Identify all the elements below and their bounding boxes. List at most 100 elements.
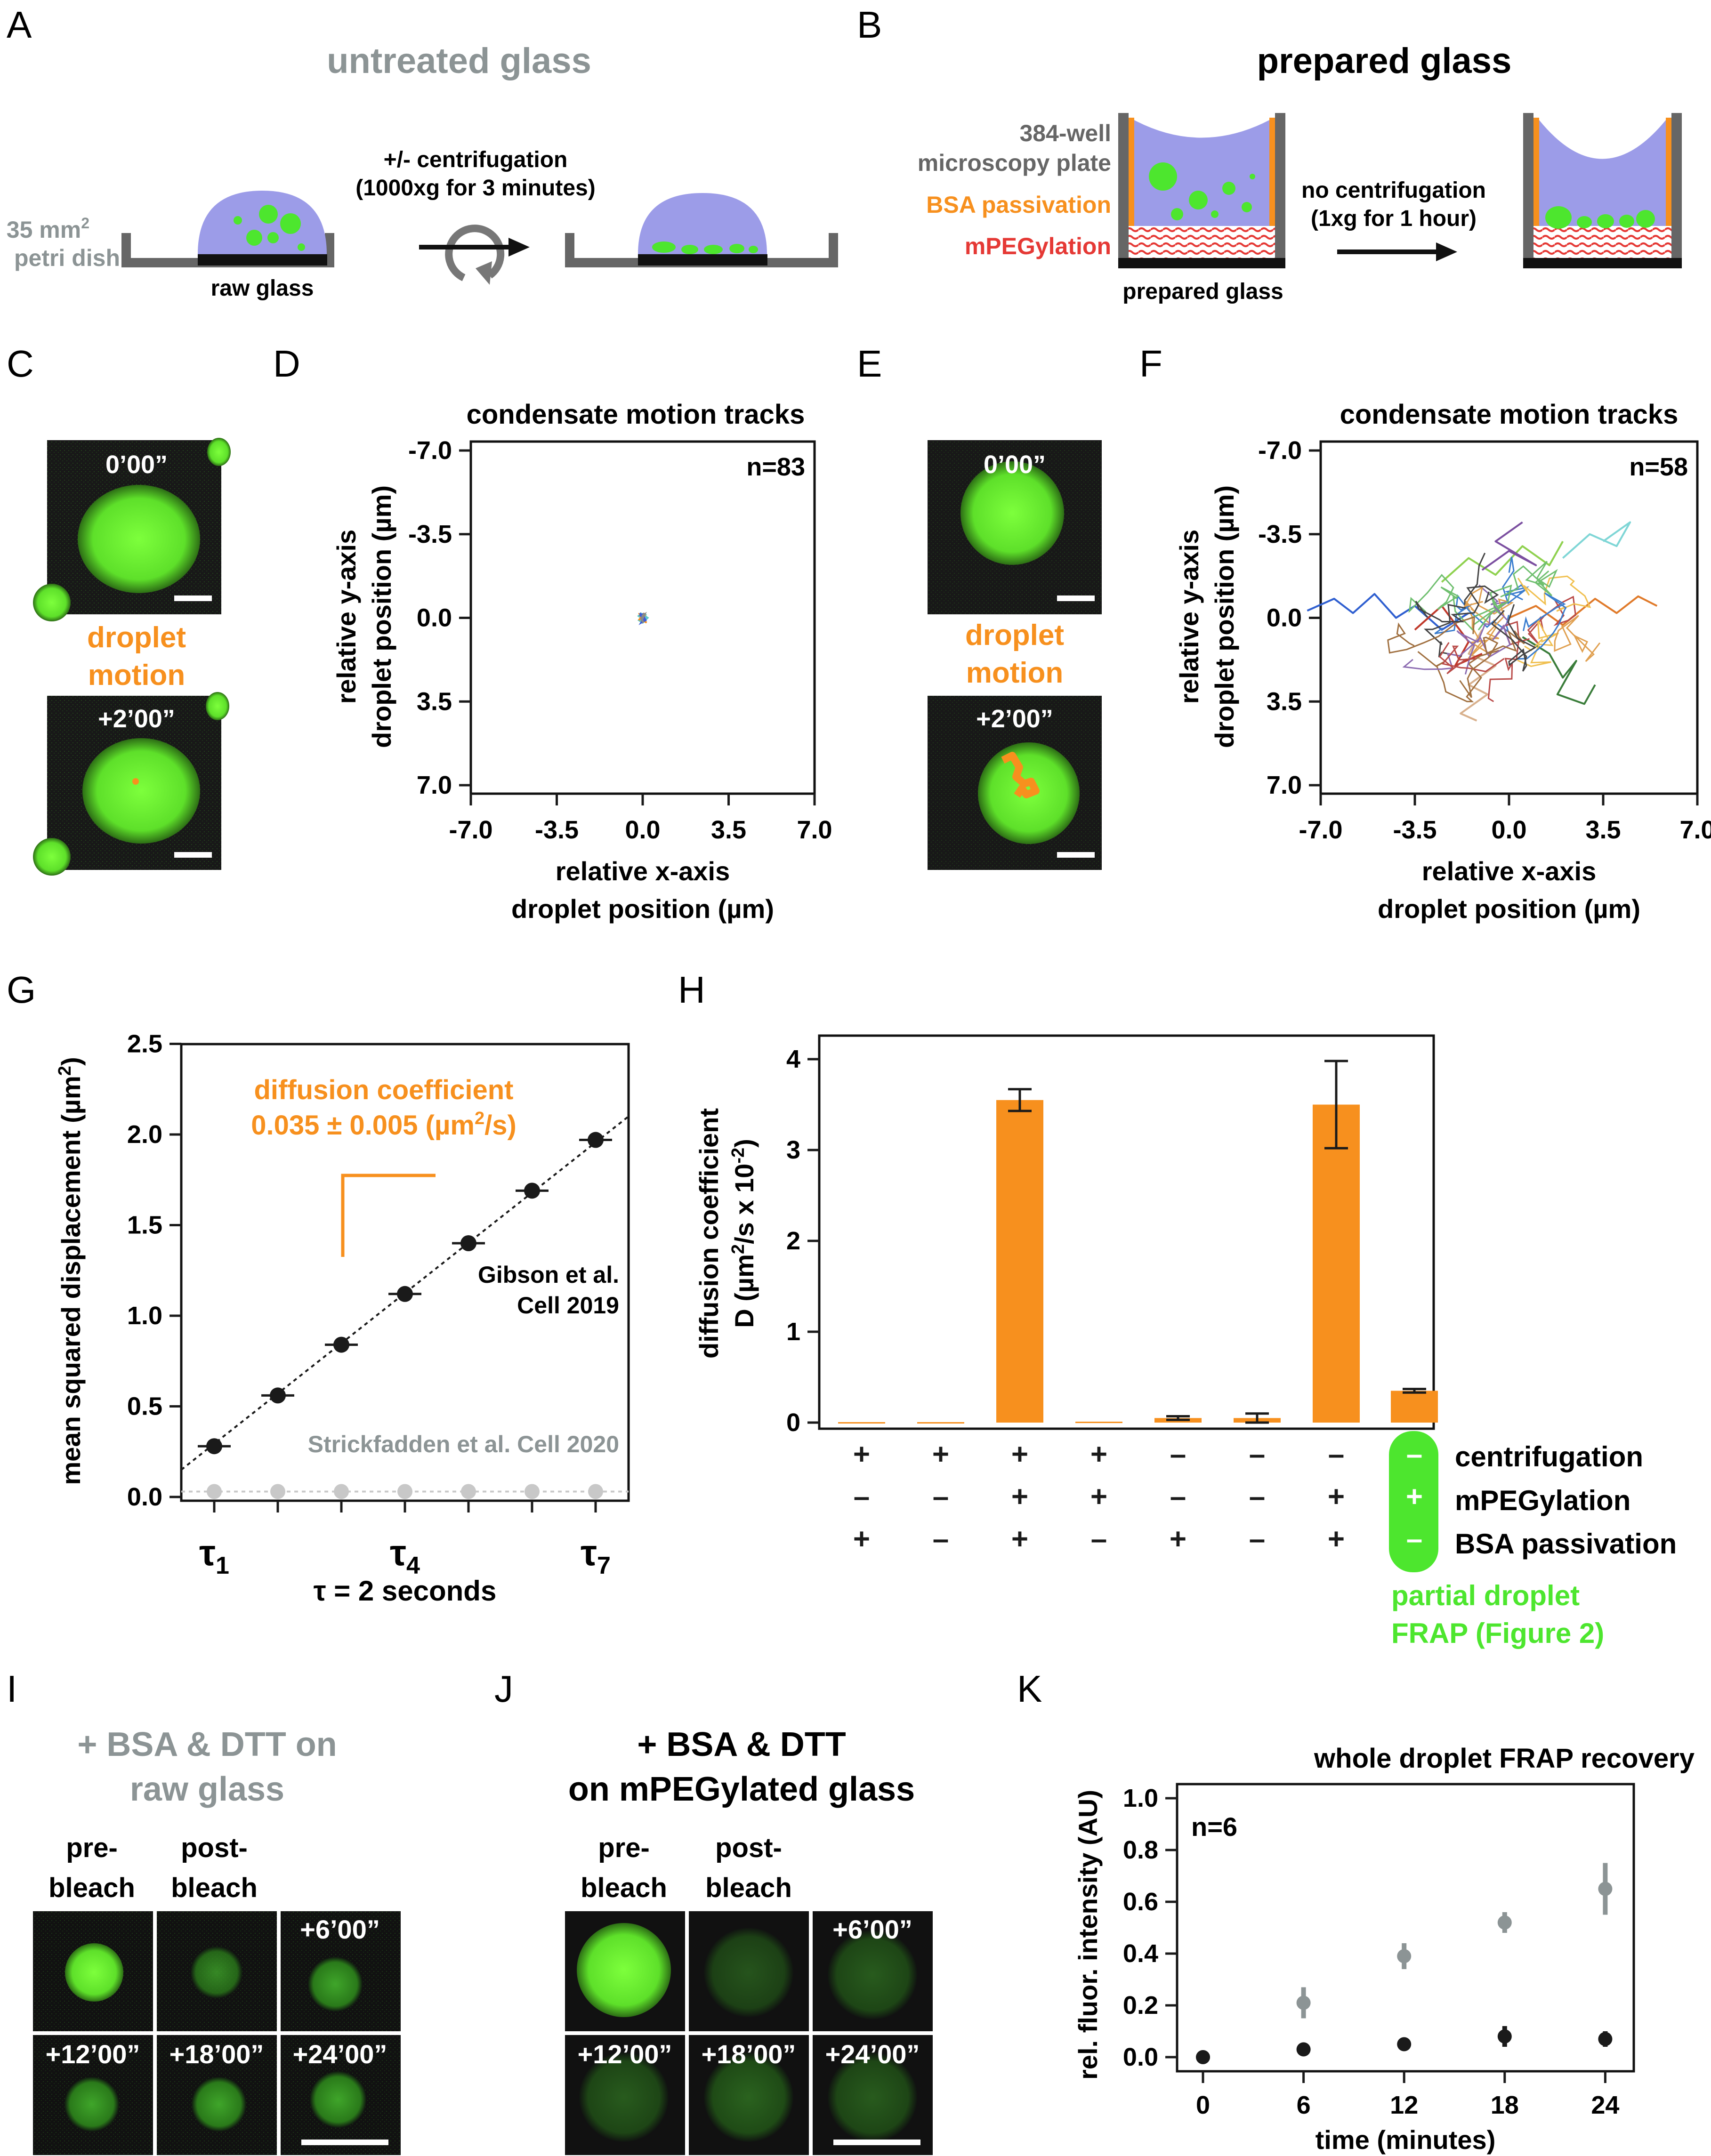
y-tick-label-3: 3 bbox=[786, 1136, 800, 1164]
scale-bar-i bbox=[301, 2140, 388, 2145]
sign-3-0: + bbox=[1090, 1438, 1107, 1471]
xlabel-k: time (minutes) bbox=[1316, 2125, 1496, 2155]
droplet-j-18 bbox=[704, 2052, 793, 2142]
x-tick-label-3: 18 bbox=[1491, 2091, 1519, 2119]
droplet-c-top bbox=[78, 485, 200, 593]
bsa-label: BSA passivation bbox=[926, 192, 1111, 218]
plate-label-line1: 384-well bbox=[1019, 120, 1111, 146]
motion-label-c-line1: droplet bbox=[87, 621, 186, 654]
post-bleach-i-line2: bleach bbox=[171, 1873, 258, 1903]
droplet-j-pre bbox=[577, 1923, 671, 2017]
centrifuge-label-line1: +/- centrifugation bbox=[384, 147, 568, 172]
point-gibson-2 bbox=[333, 1336, 349, 1353]
legend-g-line1: diffusion coefficient bbox=[254, 1075, 514, 1105]
y-tick-label-4: -7.0 bbox=[408, 436, 452, 465]
time-i-12: +12’00” bbox=[46, 2039, 140, 2069]
plot-d-tracks bbox=[637, 611, 649, 625]
track-d-2 bbox=[638, 612, 647, 625]
motion-label-e-line1: droplet bbox=[965, 619, 1064, 652]
sign-7-2: – bbox=[1406, 1523, 1422, 1555]
settled-condensate-5 bbox=[1636, 210, 1655, 228]
well2-bsa-right bbox=[1666, 118, 1671, 226]
time-i-6: +6’00” bbox=[300, 1915, 380, 1944]
point-strickfadden-0 bbox=[207, 1484, 222, 1499]
well1-liquid bbox=[1134, 120, 1269, 228]
pre-bleach-i-line2: bleach bbox=[48, 1873, 135, 1903]
prepared-glass-label: prepared glass bbox=[1122, 279, 1283, 304]
sign-0-0: + bbox=[853, 1438, 870, 1471]
condensate-a3 bbox=[246, 230, 262, 246]
x-tick-label-0: -7.0 bbox=[449, 816, 492, 844]
track-f-cloud-14 bbox=[1517, 575, 1591, 612]
raw-glass-right bbox=[638, 254, 767, 265]
y-tick-label-0: 7.0 bbox=[417, 771, 452, 799]
rotate-icon bbox=[445, 225, 505, 282]
post-bleach-j-line2: bleach bbox=[705, 1873, 792, 1903]
step-label-line1: no centrifugation bbox=[1301, 178, 1486, 203]
condensate-a4 bbox=[267, 232, 279, 243]
panel-i-title-line1: + BSA & DTT on bbox=[77, 1726, 337, 1763]
scale-bar-c-top bbox=[174, 595, 212, 601]
time-i-18: +18’00” bbox=[169, 2039, 264, 2069]
track-f-cloud-7 bbox=[1456, 584, 1509, 675]
ylabel-k: rel. fluor. intensity (AU) bbox=[1073, 1790, 1103, 2080]
ylabel-h-line1: diffusion coefficient bbox=[694, 1108, 724, 1359]
well2-bsa-left bbox=[1533, 118, 1539, 226]
rotate-icon-head bbox=[476, 261, 492, 285]
panel-b: B prepared glass 384-well microscopy pla… bbox=[857, 4, 1682, 304]
legend-g-line2: 0.035 ± 0.005 (µm2/s) bbox=[251, 1109, 517, 1141]
track-f-5 bbox=[1562, 521, 1631, 559]
bar-7 bbox=[1391, 1391, 1438, 1423]
x-tick-label-1: 6 bbox=[1297, 2091, 1311, 2119]
sign-1-2: – bbox=[933, 1523, 949, 1555]
point-gibson-0 bbox=[206, 1438, 222, 1455]
panel-b-title: prepared glass bbox=[1257, 41, 1512, 81]
x-tick-label-3: 3.5 bbox=[1585, 816, 1621, 844]
y-tick-label-3: -3.5 bbox=[1258, 520, 1302, 548]
sign-4-0: – bbox=[1170, 1438, 1186, 1471]
track-f-cloud-17 bbox=[1517, 592, 1567, 660]
y-tick-label-4: 4 bbox=[786, 1045, 800, 1073]
panel-letter-c: C bbox=[7, 343, 34, 385]
condensate-a2 bbox=[280, 213, 301, 234]
point-1-3 bbox=[1497, 2029, 1512, 2043]
panel-letter-h: H bbox=[678, 969, 705, 1011]
xlabel-d-line1: relative x-axis bbox=[556, 856, 730, 886]
panel-letter-d: D bbox=[273, 343, 300, 385]
x-tick-label-4: 24 bbox=[1591, 2091, 1619, 2119]
plot-h-bars bbox=[838, 1060, 1438, 1424]
sign-1-1: – bbox=[933, 1480, 949, 1513]
bar-3 bbox=[1075, 1422, 1122, 1424]
ylabel-f-line2: droplet position (µm) bbox=[1210, 485, 1239, 748]
row-label-centrifugation: centrifugation bbox=[1455, 1441, 1643, 1472]
well2-liquid bbox=[1539, 120, 1666, 228]
time-j-6: +6’00” bbox=[832, 1915, 912, 1944]
track-f-cloud-6 bbox=[1517, 619, 1559, 667]
well2-wall-left bbox=[1523, 113, 1533, 268]
panel-g: G 0.0 0.5 1.0 1.5 2.0 2.5 diffusion coefficie… bbox=[7, 969, 630, 1607]
panel-j: J + BSA & DTT on mPEGylated glass pre- b… bbox=[494, 1668, 933, 2155]
y-tick-label-2: 0.0 bbox=[1267, 604, 1302, 632]
y-tick-label-4: 2.0 bbox=[127, 1120, 162, 1149]
raw-glass-left bbox=[198, 254, 327, 265]
bar-1 bbox=[917, 1422, 964, 1424]
track-f-cloud-20 bbox=[1459, 629, 1525, 698]
panel-f: F condensate motion tracks n=58 -7.07.0-… bbox=[1139, 343, 1711, 924]
track-f-7 bbox=[1481, 521, 1537, 571]
pre-bleach-j-line2: bleach bbox=[581, 1873, 667, 1903]
settled-condensate-1 bbox=[1545, 206, 1572, 229]
frap-note-line1: partial droplet bbox=[1391, 1580, 1580, 1611]
plot-k-marks bbox=[1196, 1863, 1613, 2064]
plot-g-frame bbox=[180, 1043, 630, 1502]
ylabel-d-line2: droplet position (µm) bbox=[367, 485, 396, 748]
y-tick-label-2: 1.0 bbox=[127, 1302, 162, 1330]
track-f-cloud-13 bbox=[1415, 585, 1499, 623]
panel-a-title: untreated glass bbox=[327, 41, 591, 81]
sign-2-1: + bbox=[1011, 1480, 1028, 1513]
panel-letter-g: G bbox=[7, 969, 36, 1011]
track-f-cloud-21 bbox=[1491, 604, 1537, 672]
row-label-bsa: BSA passivation bbox=[1455, 1528, 1677, 1560]
plot-k-axes: 0.0 0.2 0.4 0.6 0.8 1.0 0 6 12 18 24 bbox=[1123, 1784, 1620, 2119]
droplet-j-post bbox=[704, 1928, 793, 2017]
